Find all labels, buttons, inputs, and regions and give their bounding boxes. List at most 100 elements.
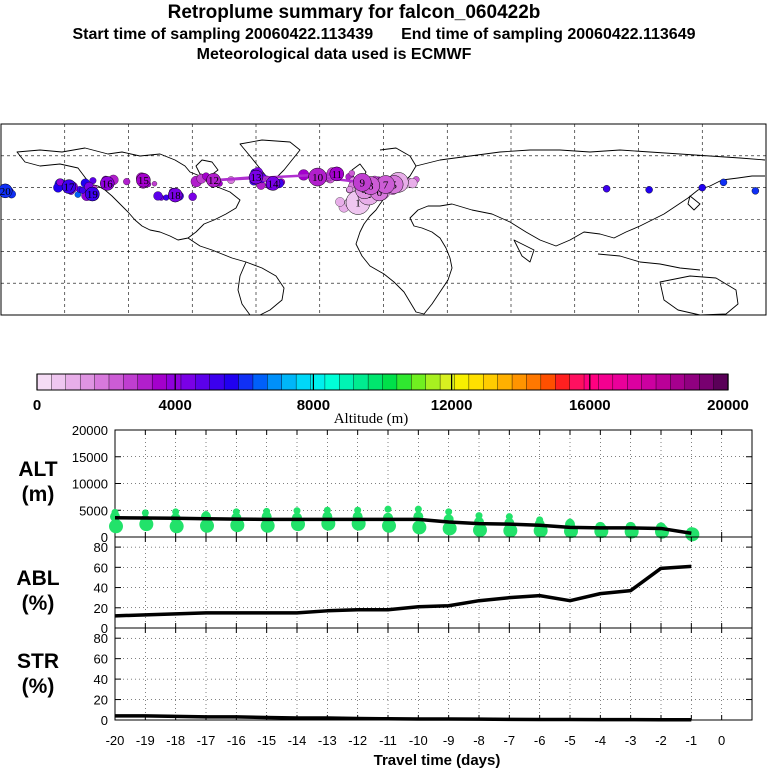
colorbar-cell — [699, 373, 715, 391]
colorbar-cell — [324, 373, 340, 391]
y-tick-label: 60 — [94, 560, 108, 575]
x-tick-label: -17 — [197, 733, 216, 748]
x-tick-label: -4 — [595, 733, 607, 748]
altitude-point — [382, 518, 396, 533]
colorbar-cell — [252, 373, 268, 391]
colorbar-cell — [511, 373, 528, 391]
colorbar-cell — [583, 373, 600, 391]
colorbar-cell — [65, 373, 81, 391]
plume-particle — [335, 197, 345, 207]
x-axis-title: Travel time (days) — [374, 752, 501, 768]
figure-title: Retroplume summary for falcon_060422b — [167, 2, 541, 23]
x-tick-label: -6 — [534, 733, 546, 748]
colorbar-cell — [281, 373, 297, 391]
plume-cluster-label: 1 — [355, 198, 361, 210]
colorbar-cell — [137, 373, 153, 391]
colorbar-cell — [180, 373, 196, 391]
x-tick-label: -18 — [166, 733, 185, 748]
x-tick-label: 0 — [718, 733, 725, 748]
altitude-point — [503, 523, 518, 538]
colorbar-cell — [684, 373, 700, 391]
colorbar-cell — [569, 373, 585, 391]
colorbar-tick-label: 16000 — [569, 397, 611, 414]
plume-cluster-day-15 — [136, 172, 151, 188]
y-tick-label: 10000 — [72, 477, 108, 492]
y-tick-label: 60 — [94, 652, 108, 667]
plume-cluster-day-11 — [329, 166, 344, 182]
altitude-point — [260, 518, 275, 533]
plume-cluster-day-17 — [61, 179, 77, 194]
colorbar-cell — [396, 373, 412, 391]
x-tick-label: -3 — [625, 733, 637, 748]
met-data-label: Meteorological data used is ECMWF — [196, 46, 472, 63]
colorbar-cell — [670, 373, 686, 391]
plume-cluster-label: 10 — [312, 172, 324, 184]
x-tick-label: -11 — [379, 733, 397, 748]
plume-particle — [602, 185, 611, 193]
altitude-point — [169, 519, 184, 534]
colorbar-cell — [195, 373, 211, 391]
altitude-point — [442, 521, 457, 536]
plume-particle — [89, 177, 97, 185]
sampling-times: Start time of sampling 20060422.113439 En… — [0, 26, 768, 44]
colorbar-cell — [108, 373, 124, 391]
plume-particle — [645, 186, 653, 194]
colorbar-cell — [382, 373, 398, 391]
colorbar-cell — [310, 373, 326, 391]
plume-cluster-label: 16 — [102, 178, 114, 190]
y-tick-label: 40 — [94, 581, 108, 596]
series-line — [114, 564, 692, 618]
colorbar-cell — [411, 373, 427, 391]
abl-label: ABL — [16, 567, 59, 590]
plume-particle — [751, 187, 760, 195]
y-tick-label: 15000 — [72, 450, 108, 465]
colorbar-cell — [526, 373, 542, 391]
y-tick-label: 80 — [94, 631, 108, 646]
colorbar-cell — [641, 373, 657, 391]
plume-cluster-day-13 — [248, 169, 264, 185]
y-tick-label: 0 — [101, 713, 108, 728]
colorbar-tick-label: 8000 — [297, 397, 330, 414]
abl-panel: 0 20 40 60 80 — [94, 536, 753, 636]
y-tick-label: 20 — [94, 693, 108, 708]
plume-cluster-label: 14 — [268, 178, 280, 190]
x-tick-label: -19 — [136, 733, 155, 748]
x-tick-label: -16 — [227, 733, 246, 748]
colorbar-cell — [540, 373, 556, 391]
colorbar-cell — [151, 373, 168, 391]
altitude-point — [293, 507, 301, 515]
altitude-point — [412, 520, 427, 535]
plume-particle — [348, 170, 355, 177]
colorbar-cell — [238, 373, 254, 391]
colorbar-cell — [439, 373, 456, 391]
altitude-point — [109, 519, 123, 534]
y-tick-label: 5000 — [79, 503, 108, 518]
plume-particle — [123, 178, 131, 186]
colorbar-cell — [468, 373, 484, 391]
colorbar-cell — [339, 373, 355, 391]
x-tick-label: -7 — [504, 733, 516, 748]
plume-cluster-label: 18 — [170, 190, 182, 202]
colorbar-cell — [353, 373, 369, 391]
plume-cluster-label: 20 — [0, 186, 11, 198]
altitude-point — [230, 518, 245, 533]
x-tick-label: -12 — [348, 733, 367, 748]
altitude-point — [414, 505, 422, 513]
colorbar-cell — [209, 373, 225, 391]
abl-unit: (%) — [22, 592, 55, 615]
map-gridlines — [1, 124, 766, 315]
y-tick-label: 40 — [94, 672, 108, 687]
y-tick-label: 80 — [94, 540, 108, 555]
plume-cluster-label: 12 — [208, 175, 219, 187]
plume-particle — [698, 183, 706, 192]
x-tick-label: -8 — [473, 733, 485, 748]
colorbar-cell — [51, 373, 67, 391]
plume-cluster-day-10 — [308, 167, 327, 187]
x-tick-label: -1 — [686, 733, 698, 748]
colorbar-cell — [497, 373, 513, 391]
plume-particle — [79, 187, 86, 194]
altitude-point — [445, 508, 453, 516]
colorbar-cell — [612, 373, 628, 391]
